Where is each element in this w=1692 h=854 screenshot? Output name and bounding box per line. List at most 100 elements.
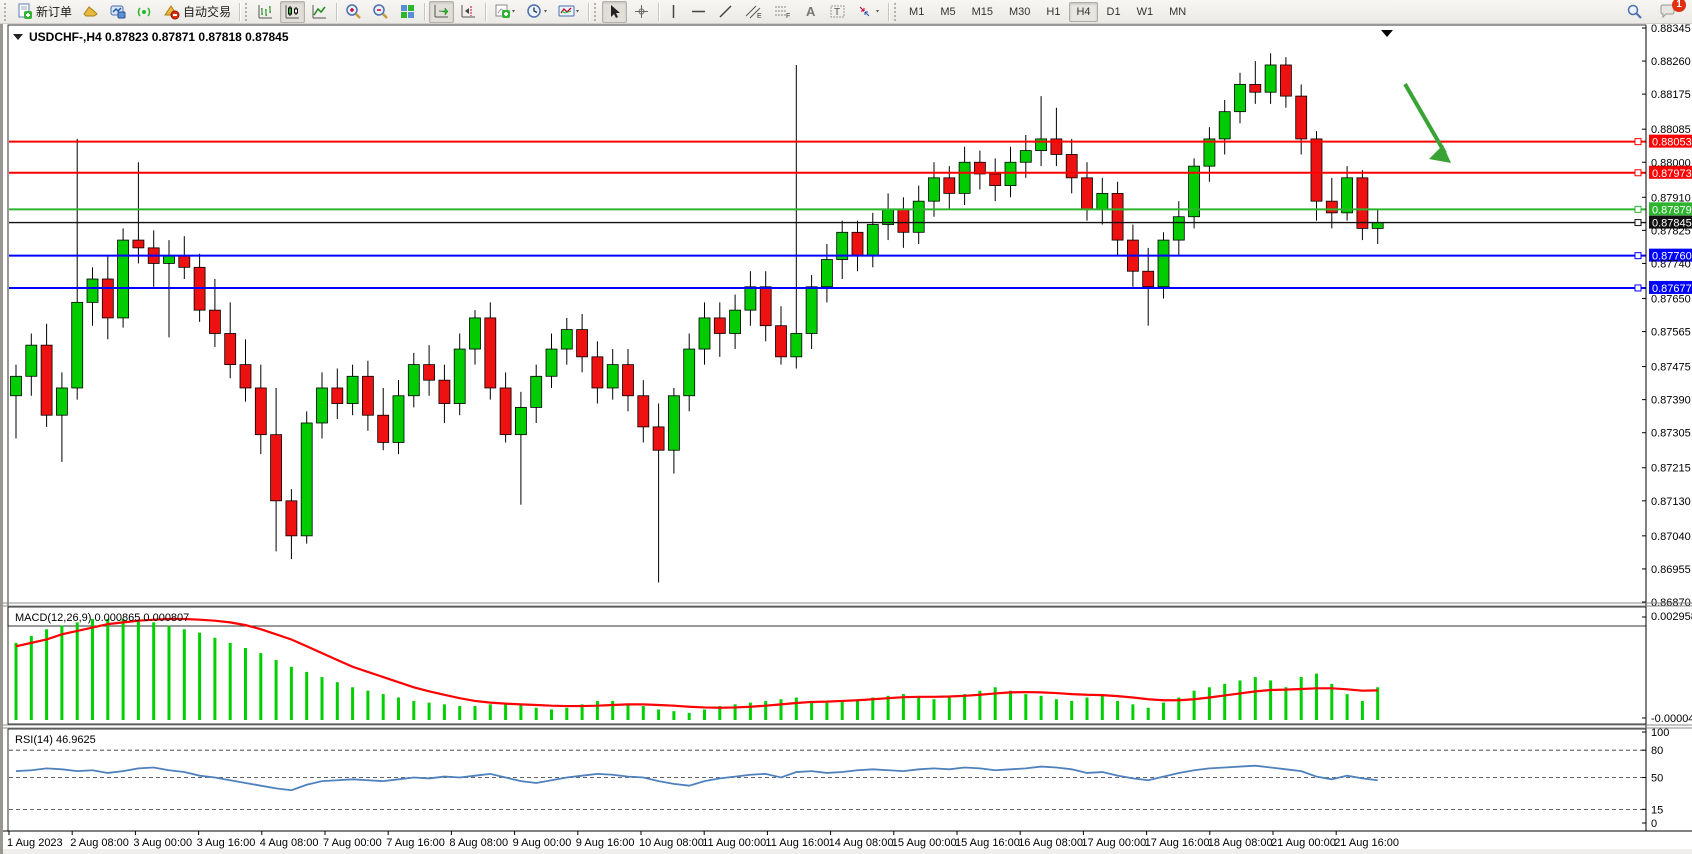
bar-chart-button[interactable] [253, 1, 278, 23]
auto-trading-button[interactable]: 自动交易 [159, 1, 235, 23]
candle-down[interactable] [254, 387, 267, 436]
candle-down[interactable] [270, 434, 283, 502]
templates-dropdown-button[interactable] [554, 1, 584, 23]
candle-up[interactable] [698, 317, 711, 350]
auto-scroll-button[interactable] [429, 0, 455, 23]
signals-button[interactable] [132, 1, 157, 23]
candle-up[interactable] [821, 259, 833, 288]
hline-handle[interactable] [1634, 252, 1642, 260]
hline-handle[interactable] [1634, 138, 1642, 146]
candle-down[interactable] [40, 344, 53, 416]
candle-up[interactable] [729, 309, 741, 334]
hline-handle[interactable] [1634, 284, 1642, 292]
candle-up[interactable] [668, 395, 680, 451]
candle-down[interactable] [285, 500, 298, 537]
chart-shift-button[interactable] [456, 1, 481, 23]
candle-up[interactable] [316, 387, 328, 424]
toolbar-drag-handle[interactable] [894, 2, 899, 21]
text-button[interactable]: A [798, 1, 823, 23]
candle-down[interactable] [1249, 84, 1262, 93]
candle-down[interactable] [1280, 64, 1292, 97]
candle-down[interactable] [423, 364, 436, 381]
candle-up[interactable] [346, 375, 359, 404]
candle-up[interactable] [545, 348, 558, 377]
terminal-button[interactable] [105, 1, 130, 23]
candle-up[interactable] [71, 301, 84, 389]
candle-down[interactable] [1081, 177, 1093, 210]
candle-down[interactable] [713, 317, 726, 334]
chart-canvas[interactable]: 0.88053 0.87973 0.87879 0.87845 0.87760 0.876… [3, 23, 1692, 854]
candle-up[interactable] [25, 344, 38, 377]
candle-down[interactable] [591, 356, 604, 389]
candle-up[interactable] [606, 364, 619, 389]
chart-menu-arrow-icon[interactable] [13, 34, 23, 40]
candle-up[interactable] [560, 329, 573, 350]
toolbar-drag-handle[interactable] [594, 2, 599, 21]
candle-down[interactable] [989, 173, 1002, 187]
candle-down[interactable] [484, 317, 497, 389]
timeframe-button-d1[interactable]: D1 [1106, 5, 1121, 18]
candle-up[interactable] [683, 348, 696, 397]
candle-up[interactable] [515, 407, 527, 436]
hline-handle[interactable] [1634, 169, 1642, 177]
candle-down[interactable] [1356, 177, 1369, 229]
candle-up[interactable] [1172, 216, 1185, 241]
candle-up[interactable] [1096, 192, 1109, 210]
text-label-button[interactable]: T [825, 1, 850, 23]
candle-up[interactable] [56, 387, 68, 416]
candle-down[interactable] [499, 387, 512, 436]
chart-profile-button[interactable] [78, 1, 103, 23]
candle-down[interactable] [331, 387, 344, 404]
chart-window[interactable]: 0.88053 0.87973 0.87879 0.87845 0.87760 0.876… [0, 23, 1692, 854]
candlestick-chart-button[interactable] [280, 0, 306, 23]
candle-down[interactable] [438, 379, 451, 404]
candle-down[interactable] [1325, 200, 1338, 214]
chart-shift-marker[interactable] [1381, 30, 1393, 37]
candle-up[interactable] [866, 224, 879, 257]
candle-down[interactable] [1295, 95, 1308, 140]
candle-up[interactable] [1341, 177, 1353, 214]
candle-down[interactable] [637, 395, 650, 428]
timeframe-button-m15[interactable]: M15 [971, 5, 993, 18]
candle-up[interactable] [453, 348, 466, 404]
cursor-button[interactable] [602, 0, 628, 23]
zoom-out-button[interactable] [368, 1, 393, 23]
candle-up[interactable] [86, 278, 99, 303]
candle-down[interactable] [1142, 270, 1155, 288]
candle-up[interactable] [912, 200, 925, 233]
timeframe-button-m30[interactable]: M30 [1009, 5, 1031, 18]
candle-down[interactable] [974, 161, 986, 175]
candle-up[interactable] [1218, 111, 1231, 140]
horizontal-line-button[interactable] [686, 1, 711, 23]
candle-up[interactable] [407, 364, 420, 397]
tile-windows-button[interactable] [395, 1, 420, 23]
time-axis[interactable]: 1 Aug 2023 2 Aug 08:00 3 Aug 00:00 3 Aug 16… [3, 830, 1692, 849]
fibonacci-button[interactable]: F [769, 1, 796, 23]
timeframe-button-mn[interactable]: MN [1169, 5, 1187, 18]
timeframe-button-m5[interactable]: M5 [940, 5, 956, 18]
candle-down[interactable] [208, 309, 221, 334]
periods-dropdown-button[interactable] [522, 1, 552, 23]
candle-up[interactable] [928, 177, 940, 202]
candle-up[interactable] [392, 395, 405, 443]
candle-down[interactable] [759, 286, 772, 327]
candle-down[interactable] [377, 414, 390, 443]
candle-down[interactable] [576, 329, 588, 358]
candle-down[interactable] [1050, 138, 1063, 155]
hline-handle[interactable] [1634, 205, 1642, 213]
candle-up[interactable] [958, 161, 971, 194]
candle-up[interactable] [790, 333, 803, 358]
line-chart-button[interactable] [307, 1, 332, 23]
candle-up[interactable] [469, 317, 481, 350]
candle-up[interactable] [163, 255, 175, 264]
candle-up[interactable] [836, 231, 849, 260]
trend-arrow-annotation[interactable] [1403, 82, 1451, 163]
notifications-button[interactable]: 1 [1655, 0, 1686, 23]
candle-up[interactable] [1004, 161, 1017, 187]
candle-down[interactable] [132, 239, 145, 249]
timeframe-button-h4[interactable]: H4 [1069, 1, 1098, 22]
candle-up[interactable] [1203, 138, 1216, 167]
candle-up[interactable] [117, 239, 129, 319]
candle-down[interactable] [101, 278, 114, 319]
candle-down[interactable] [224, 333, 237, 366]
